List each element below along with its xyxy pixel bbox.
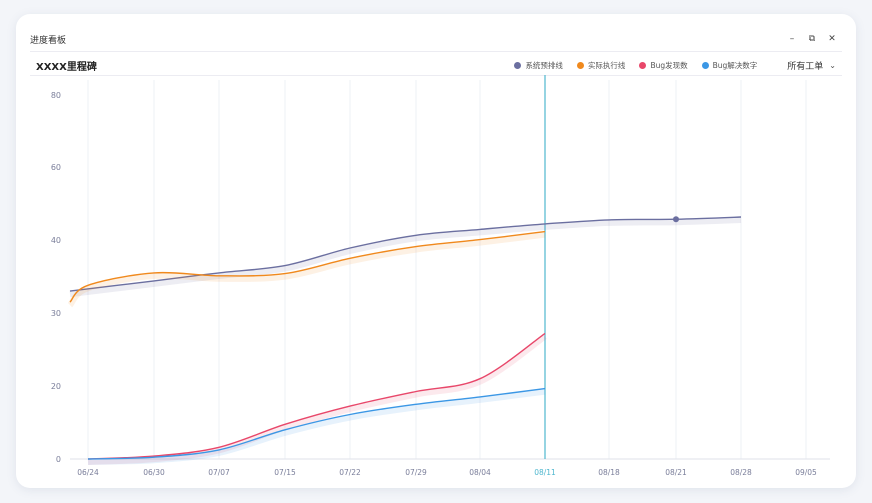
y-tick-label: 0 — [56, 455, 61, 464]
x-tick-label: 07/07 — [208, 468, 230, 477]
legend-swatch-actual — [576, 61, 584, 69]
chart-legend: 系统预排线 实际执行线 Bug发现数 Bug解决数字 — [500, 60, 757, 71]
series-line-bug-resolved-shadow — [87, 388, 546, 465]
legend-label-actual: 实际执行线 — [587, 60, 626, 70]
page-title: XXXX里程碑 — [36, 61, 97, 73]
legend-item-plan[interactable]: 系统预排线 — [514, 60, 563, 71]
x-tick-label: 09/05 — [795, 468, 817, 477]
legend-swatch-bug-resolved — [701, 61, 709, 69]
legend-item-bug-found[interactable]: Bug发现数 — [639, 60, 688, 71]
close-button[interactable]: ✕ — [828, 34, 836, 44]
legend-swatch-plan — [514, 61, 522, 69]
x-tick-label: 07/22 — [339, 468, 361, 477]
header-divider — [30, 75, 842, 76]
window-titlebar: 进度看板 – ⧉ ✕ — [30, 28, 842, 50]
x-tick-label: 07/15 — [274, 468, 296, 477]
series-line-actual — [69, 230, 546, 303]
legend-swatch-bug-found — [639, 61, 647, 69]
legend-label-bug-found: Bug发现数 — [650, 60, 688, 70]
series-line-bug-found — [87, 332, 546, 460]
x-tick-label: 08/28 — [730, 468, 752, 477]
chevron-down-icon: ⌄ — [829, 60, 836, 70]
titlebar-divider — [30, 51, 842, 52]
series-line-bug-resolved — [87, 387, 546, 460]
y-tick-label: 60 — [51, 163, 61, 172]
restore-button[interactable]: ⧉ — [808, 34, 816, 44]
series-end-point-plan — [673, 216, 679, 223]
x-tick-label: 07/29 — [405, 468, 427, 477]
legend-item-actual[interactable]: 实际执行线 — [576, 60, 626, 71]
x-tick-label: 08/21 — [665, 468, 687, 477]
legend-label-plan: 系统预排线 — [525, 60, 563, 70]
x-tick-label: 08/11 — [534, 468, 556, 477]
ticket-filter-dropdown[interactable]: 所有工单 ⌄ — [787, 59, 836, 72]
window-title: 进度看板 — [30, 35, 67, 46]
minimize-button[interactable]: – — [789, 34, 795, 44]
legend-item-bug-resolved[interactable]: Bug解决数字 — [701, 60, 758, 71]
x-tick-label: 08/18 — [598, 468, 620, 477]
chart-header: XXXX里程碑 系统预排线 实际执行线 Bug发现数 Bug解决数字 所有工单 … — [36, 54, 836, 76]
x-tick-label: 06/30 — [143, 468, 165, 477]
x-tick-label: 08/04 — [469, 468, 491, 477]
x-tick-label: 06/24 — [77, 468, 99, 477]
ticket-filter-label: 所有工单 — [787, 61, 824, 72]
series-line-actual-shadow — [67, 231, 546, 308]
y-tick-label: 80 — [51, 91, 61, 100]
y-tick-label: 20 — [51, 382, 61, 391]
series-line-bug-found-shadow — [87, 333, 547, 465]
dashboard-window — [16, 14, 856, 488]
legend-label-bug-resolved: Bug解决数字 — [712, 60, 758, 70]
y-tick-label: 40 — [51, 236, 61, 245]
series-line-plan-shadow — [69, 217, 742, 298]
series-line-plan — [69, 216, 742, 292]
y-tick-label: 30 — [51, 309, 61, 318]
